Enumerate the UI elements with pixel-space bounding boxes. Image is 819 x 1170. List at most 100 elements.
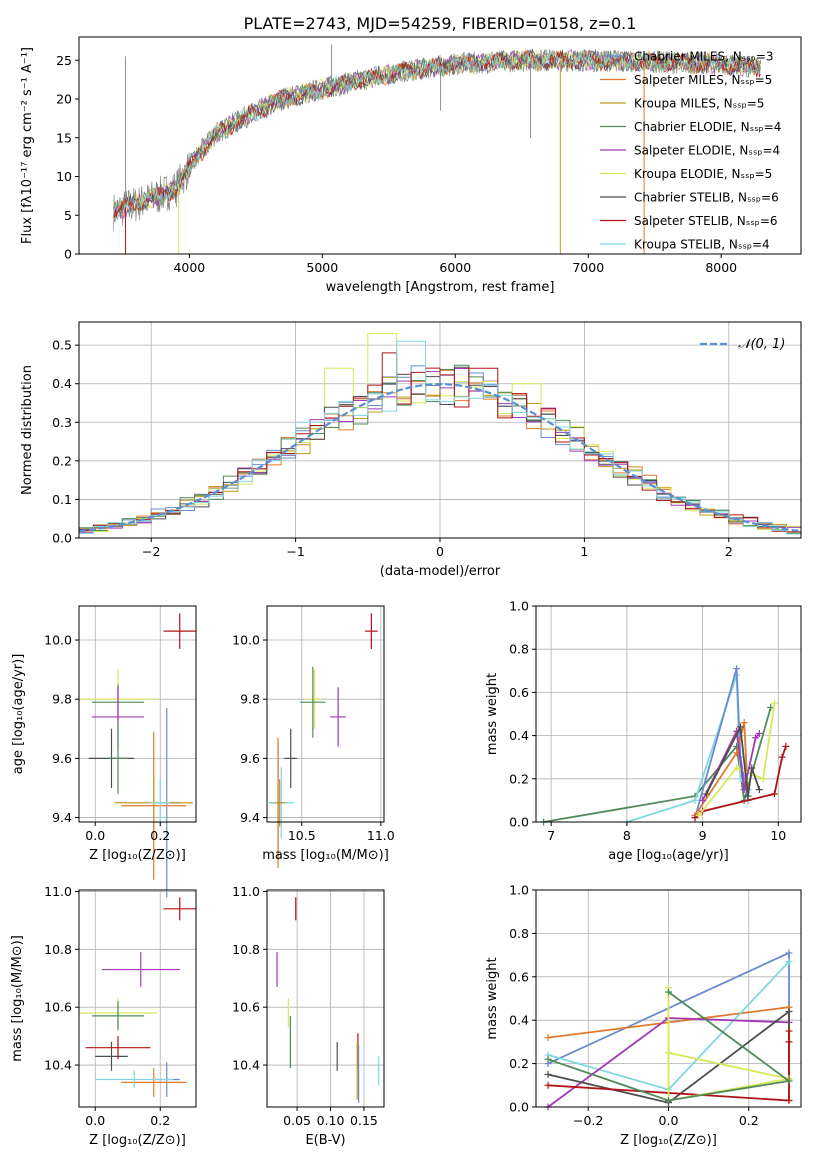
y-tick-label: 9.8 [52, 692, 72, 707]
x-tick-label: 7000 [572, 260, 604, 275]
x-axis-label: Z [log₁₀(Z/Z⊙)] [620, 1133, 717, 1148]
y-tick-label: 0.8 [509, 926, 529, 941]
weight-line-kroupa_elodie [698, 703, 776, 817]
x-axis-label: Z [log₁₀(Z/Z⊙)] [89, 848, 186, 863]
y-tick-label: 0.8 [509, 642, 529, 657]
y-axis-label: age [log₁₀(age/yr)] [11, 654, 26, 775]
y-tick-label: 10.0 [44, 633, 72, 648]
y-tick-label: 0.1 [52, 492, 72, 507]
y-tick-label: 25 [56, 53, 72, 68]
y-tick-label: 1.0 [509, 599, 529, 614]
x-tick-label: 5000 [306, 260, 338, 275]
weight-marker-salpeter_stelib [785, 1027, 793, 1035]
y-axis-label: Normed distribution [20, 365, 35, 495]
legend-label-salpeter_stelib: Salpeter STELIB, Nₛₛₚ=6 [634, 214, 778, 228]
x-tick-label: 0.10 [317, 1113, 345, 1128]
y-tick-label: 10.4 [44, 1058, 72, 1073]
model-spectrum-salpeter_stelib [113, 49, 761, 219]
x-tick-label: −2 [142, 544, 160, 559]
panel-residuals: −2 −1 0 1 2 0.0 0.1 0.2 0.3 0.4 0.5 (data-model)/er… [20, 321, 802, 579]
histogram-kroupa_stelib [79, 340, 801, 535]
y-tick-label: 9.8 [240, 692, 260, 707]
model-spectrum-kroupa_stelib [113, 49, 761, 215]
weight-marker-chabrier_elodie [544, 1055, 552, 1063]
x-tick-label: 11.0 [367, 828, 395, 843]
axes-frame [535, 605, 802, 823]
plot-area-residuals [78, 333, 802, 535]
y-tick-label: 0.0 [509, 1100, 529, 1115]
weight-line-chabrier_elodie [547, 991, 792, 1102]
x-tick-label: 0.2 [739, 1113, 759, 1128]
plot-area-age_vs_Z [79, 613, 196, 898]
x-tick-label: 8000 [705, 260, 737, 275]
panel-weight_vs_age: 7 8 9 10 0.0 0.2 0.4 0.6 0.8 1.0 age [log₁₀(age/yr… [485, 599, 802, 863]
legend-label-kroupa_elodie: Kroupa ELODIE, Nₛₛₚ=5 [634, 167, 772, 181]
weight-marker-chabrier_miles [733, 665, 741, 673]
weight-marker-chabrier_elodie [665, 988, 672, 996]
y-tick-label: 0.0 [52, 531, 72, 546]
weight-marker-salpeter_elodie [752, 734, 760, 742]
legend-label-kroupa_stelib: Kroupa STELIB, Nₛₛₚ=4 [634, 238, 770, 252]
y-tick-label: 0.2 [52, 453, 72, 468]
x-tick-label: 6000 [439, 260, 471, 275]
y-tick-label: 15 [56, 130, 72, 145]
weight-marker-salpeter_elodie [699, 796, 707, 804]
weight-marker-salpeter_miles [740, 719, 748, 727]
legend-label-salpeter_miles: Salpeter MILES, Nₛₛₚ=5 [634, 73, 772, 87]
figure-title: PLATE=2743, MJD=54259, FIBERID=0158, z=0… [244, 14, 637, 33]
legend-label-chabrier_miles: Chabrier MILES, Nₛₛₚ=3 [634, 50, 774, 64]
y-axis-label: mass [log₁₀(M/M⊙)] [10, 935, 25, 1062]
y-tick-label: 0.3 [52, 415, 72, 430]
model-spectrum-salpeter_elodie [113, 48, 761, 219]
axes-frame [78, 605, 197, 823]
gaussian-curve [78, 382, 802, 533]
plot-area-mass_vs_EBV [276, 897, 380, 1103]
weight-marker-salpeter_stelib [544, 1081, 552, 1089]
weight-marker-chabrier_stelib [736, 723, 744, 731]
weight-line-chabrier_miles [694, 668, 749, 818]
y-tick-label: 0.4 [509, 1013, 529, 1028]
residual-legend: 𝒩(0, 1) [700, 337, 785, 352]
weight-marker-chabrier_stelib [744, 792, 752, 800]
weight-marker-chabrier_elodie [665, 1096, 672, 1104]
y-tick-label: 10.4 [232, 1058, 260, 1073]
plot-area-weight_vs_age [540, 665, 790, 826]
y-tick-label: 0.4 [52, 376, 72, 391]
y-tick-label: 0.6 [509, 969, 529, 984]
y-tick-label: 0.0 [509, 815, 529, 830]
y-tick-label: 0.6 [509, 685, 529, 700]
axes-frame [78, 36, 802, 255]
y-tick-label: 10.6 [232, 1000, 260, 1015]
panel-age_vs_mass: 10.5 11.0 9.4 9.6 9.8 10.0 mass [log₁₀(M/M⊙)] [232, 605, 395, 868]
panel-spectrum: 4000 5000 6000 7000 8000 0 5 10 15 20 25 wavelength… [20, 36, 802, 295]
panel-mass_vs_EBV: 0.05 0.10 0.15 10.4 10.6 10.8 11.0 E(B-V) [232, 884, 385, 1148]
x-tick-label: 0.05 [283, 1113, 311, 1128]
weight-marker-salpeter_stelib [782, 742, 790, 750]
x-tick-label: 10 [770, 828, 786, 843]
weight-marker-kroupa_elodie [759, 775, 767, 783]
y-tick-label: 10.0 [232, 633, 260, 648]
x-tick-label: 0.2 [150, 828, 170, 843]
legend-label-gaussian: 𝒩(0, 1) [738, 337, 785, 352]
x-tick-label: 10.5 [288, 828, 316, 843]
y-tick-label: 9.4 [52, 810, 72, 825]
weight-marker-kroupa_elodie [771, 699, 778, 707]
weight-marker-chabrier_stelib [755, 786, 763, 794]
y-tick-label: 9.6 [240, 751, 260, 766]
y-tick-label: 0.5 [52, 338, 72, 353]
x-tick-label: 9 [699, 828, 707, 843]
weight-marker-chabrier_stelib [702, 790, 710, 798]
y-axis-label: mass weight [485, 673, 500, 755]
x-axis-label: Z [log₁₀(Z/Z⊙)] [89, 1133, 186, 1148]
weight-marker-salpeter_stelib [778, 753, 786, 761]
y-tick-label: 9.4 [240, 810, 260, 825]
y-tick-label: 11.0 [44, 884, 72, 899]
weight-marker-salpeter_stelib [771, 790, 778, 798]
weight-marker-salpeter_miles [544, 1034, 552, 1042]
weight-marker-chabrier_stelib [785, 1008, 793, 1016]
legend-label-kroupa_miles: Kroupa MILES, Nₛₛₚ=5 [634, 97, 764, 111]
y-tick-label: 11.0 [232, 884, 260, 899]
weight-marker-chabrier_stelib [748, 764, 756, 772]
weight-marker-salpeter_stelib [691, 814, 699, 822]
